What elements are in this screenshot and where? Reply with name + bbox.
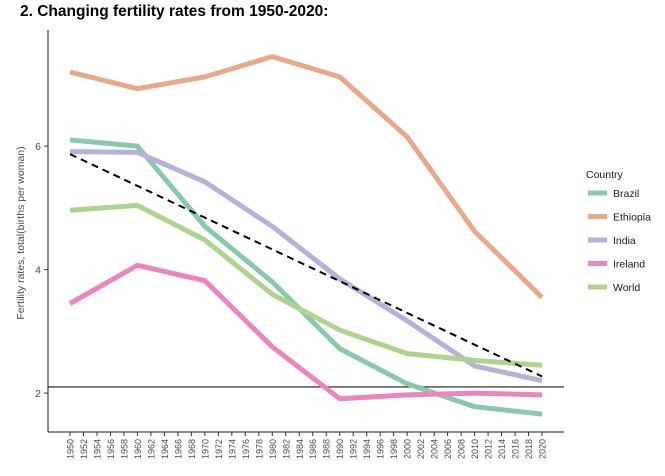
x-tick-label: 1966 [173, 439, 183, 459]
x-tick-label: 2016 [511, 439, 521, 459]
x-tick-label: 2000 [403, 439, 413, 459]
x-tick-label: 1958 [119, 439, 129, 459]
legend-item-ethiopia: Ethiopia [588, 212, 651, 224]
y-tick-label: 6 [35, 141, 41, 153]
series-group [68, 54, 544, 417]
x-tick-label: 1968 [187, 439, 197, 459]
x-tick-label: 2014 [497, 439, 507, 459]
x-tick-label: 2020 [538, 439, 548, 459]
x-tick-label: 2002 [416, 439, 426, 459]
legend-label: Ireland [613, 259, 645, 271]
x-tick-label: 1978 [254, 439, 264, 459]
x-tick-label: 1984 [295, 439, 305, 459]
trend-line [69, 153, 543, 378]
x-tick-label: 2006 [443, 439, 453, 459]
x-tick-label: 1990 [335, 439, 345, 459]
x-tick-label: 1950 [66, 439, 76, 459]
y-tick-label: 4 [35, 265, 41, 277]
y-tick-label: 2 [35, 388, 41, 400]
x-tick-label: 2018 [524, 439, 534, 459]
x-tick-label: 1986 [308, 439, 318, 459]
y-axis-label: Fertility rates, total(births per woman) [15, 146, 27, 319]
legend: Country Brazil Ethiopia India Ireland World [586, 169, 651, 294]
x-tick-label: 1998 [389, 439, 399, 459]
legend-title: Country [586, 169, 624, 181]
legend-item-ireland: Ireland [588, 259, 645, 271]
x-tick-label: 2010 [470, 439, 480, 459]
series-line-ethiopia [69, 54, 544, 300]
legend-item-brazil: Brazil [588, 188, 639, 200]
chart-title: 2. Changing fertility rates from 1950-20… [20, 3, 329, 20]
legend-item-world: World [588, 282, 640, 294]
x-tick-label: 1988 [322, 439, 332, 459]
x-tick-label: 1982 [281, 439, 291, 459]
series-line-world [69, 202, 543, 368]
series-line-ireland [68, 262, 543, 402]
x-tick-label: 1970 [200, 439, 210, 459]
x-tick-label: 1980 [268, 439, 278, 459]
axes-group [47, 30, 564, 433]
x-tick-label: 1974 [227, 439, 237, 459]
x-tick-label: 1962 [146, 439, 156, 459]
x-tick-label: 1976 [241, 439, 251, 459]
trend-line-group [69, 153, 543, 378]
legend-label: World [613, 282, 640, 294]
x-tick-label: 2004 [430, 439, 440, 459]
x-tick-label: 1992 [349, 439, 359, 459]
legend-label: Brazil [613, 188, 639, 200]
x-tick-label: 1996 [376, 439, 386, 459]
y-ticks-group: 2 4 6 [35, 141, 48, 400]
x-ticks-group: 1950 1952 1954 1956 1958 1960 1962 1964 1966 1968… [66, 432, 548, 459]
x-tick-label: 1956 [106, 439, 116, 459]
x-tick-label: 1952 [79, 439, 89, 459]
x-tick-label: 1964 [160, 439, 170, 459]
legend-label: India [613, 235, 636, 247]
x-tick-label: 1994 [362, 439, 372, 459]
x-tick-label: 1960 [133, 439, 143, 459]
x-tick-label: 2012 [484, 439, 494, 459]
x-tick-label: 1954 [92, 439, 102, 459]
legend-item-india: India [588, 235, 636, 247]
legend-label: Ethiopia [613, 212, 651, 224]
x-tick-label: 1972 [214, 439, 224, 459]
x-tick-label: 2008 [457, 439, 467, 459]
